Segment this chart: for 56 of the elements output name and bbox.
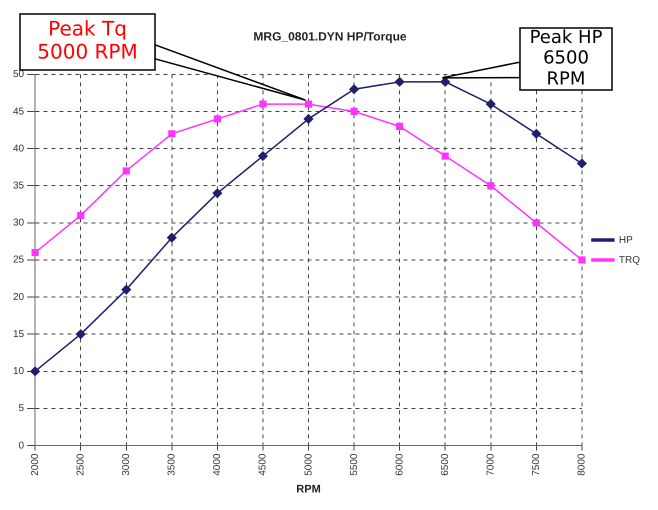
point [442,152,449,160]
y-tick-label: 5 [18,403,25,414]
x-tick-label: 3000 [121,453,132,476]
point [532,129,542,139]
point [396,122,404,130]
y-tick-label: 0 [18,440,25,452]
point [259,100,267,108]
x-tick-label: 2500 [75,453,86,476]
point [349,84,359,94]
x-tick-label: 8000 [576,453,588,476]
x-tick-label: 6000 [394,453,406,476]
point [394,77,404,87]
point [77,212,84,220]
point [577,158,587,168]
y-tick-label: 25 [13,254,25,266]
y-tick-label: 35 [13,180,25,192]
legend-label: HP [618,234,634,246]
x-tick-label: 3500 [166,453,178,476]
x-tick-label: 5000 [303,453,314,476]
point [76,329,86,339]
annotation: Peak HP 6500 RPM [530,26,603,90]
y-tick-label: 45 [13,106,25,118]
y-tick-label: 15 [13,328,25,340]
point [214,115,221,123]
point [304,114,314,124]
y-tick-label: 30 [13,218,25,229]
y-tick-label: 50 [13,69,25,80]
x-tick-label: 4000 [212,453,224,476]
x-tick-label: 7000 [486,453,497,476]
x-tick-label: 7500 [531,453,542,476]
y-tick-label: 20 [13,292,25,303]
y-tick-label: 40 [13,143,25,154]
point [532,219,540,226]
y-tick-label: 10 [13,366,25,378]
point [578,256,586,264]
x-tick-label: 6500 [440,453,451,476]
point [168,130,176,138]
x-tick-label: 2000 [30,453,41,476]
point [304,100,312,108]
point [258,151,268,161]
chart-title: MRG_0801.DYN HP/Torque [253,30,407,44]
x-tick-label: 4500 [258,453,269,476]
legend-label: TRQ [618,254,640,266]
point [486,99,496,109]
point [212,188,222,198]
x-axis-title: RPM [296,483,321,496]
point [30,366,40,376]
point [487,182,494,190]
point [350,108,358,116]
point [440,77,450,87]
annotation: Peak Tq 5000 RPM [37,16,138,64]
point [122,167,130,174]
point [167,232,177,242]
x-tick-label: 5500 [348,453,360,476]
point [32,248,39,256]
point [122,284,131,294]
